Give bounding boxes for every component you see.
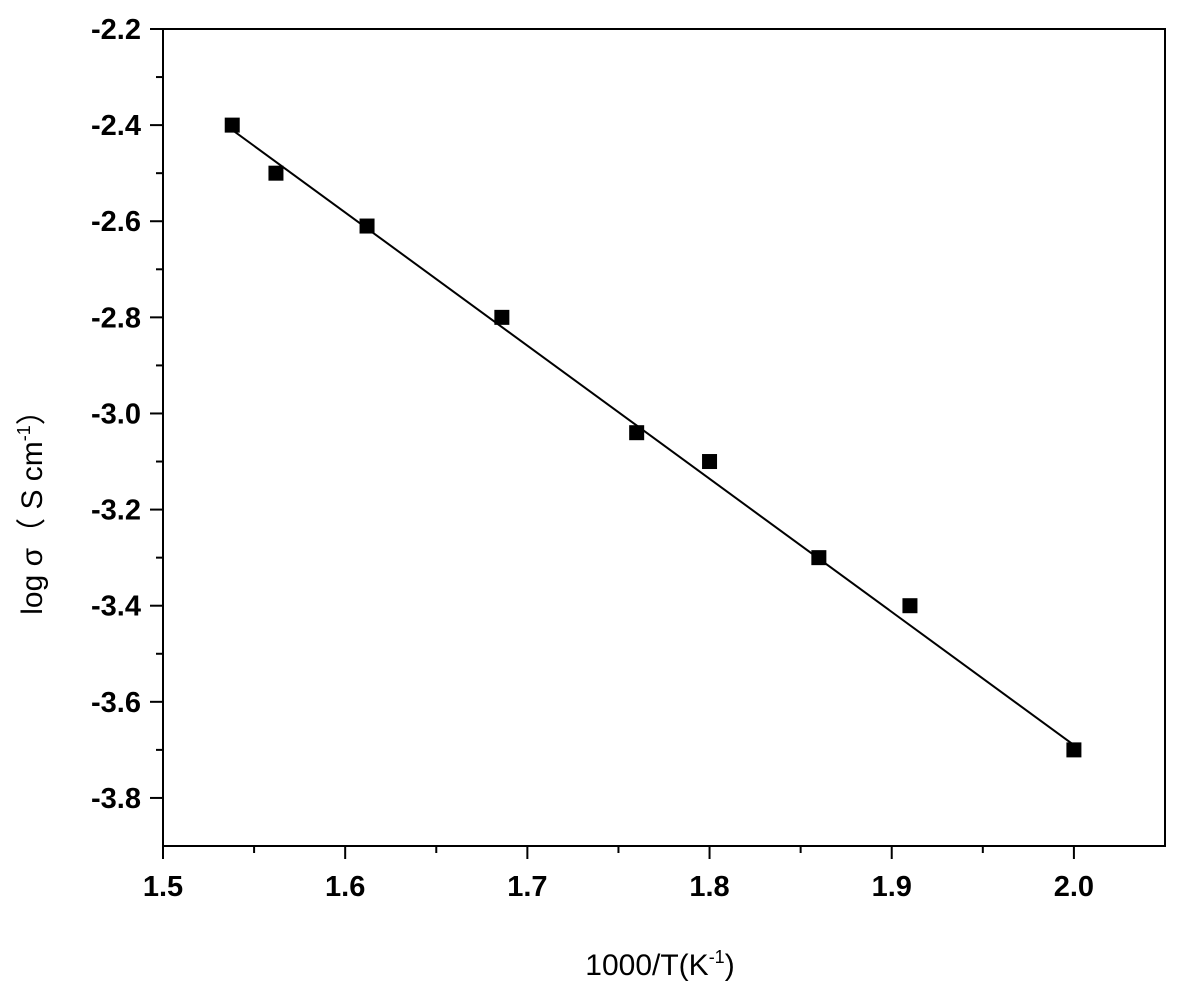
plot-frame xyxy=(162,28,1166,847)
y-axis-title: log σ（ S cm-1） xyxy=(14,395,49,615)
data-point xyxy=(811,550,827,566)
fit-line-layer xyxy=(231,129,1075,746)
y-tick-label: -2.8 xyxy=(91,302,141,334)
y-tick-label: -2.2 xyxy=(91,14,141,46)
x-axis-title-main: 1000/T(K xyxy=(585,949,708,982)
x-tick-label: 1.5 xyxy=(143,871,183,903)
y-axis: -2.2 -2.4 -2.6 -2.8 -3.0 -3.2 -3.4 -3.6 -3.8 xyxy=(91,14,163,815)
x-axis-title-superscript: -1 xyxy=(709,947,725,967)
y-axis-title-main: log σ（ S cm xyxy=(16,441,49,615)
x-axis-title: 1000/T(K-1) xyxy=(585,947,734,982)
x-axis: 1.5 1.6 1.7 1.8 1.9 2.0 xyxy=(143,846,1094,903)
x-tick-label: 1.9 xyxy=(872,871,912,903)
x-axis-title-suffix: ) xyxy=(725,949,735,982)
x-tick-label: 1.6 xyxy=(325,871,365,903)
data-point xyxy=(359,218,375,234)
x-tick-label: 2.0 xyxy=(1054,871,1094,903)
y-tick-label: -2.6 xyxy=(91,206,141,238)
data-point xyxy=(224,117,240,133)
y-tick-label: -2.4 xyxy=(91,110,141,142)
y-axis-title-superscript: -1 xyxy=(14,425,34,441)
y-tick-label: -3.4 xyxy=(91,591,141,623)
y-tick-label: -3.8 xyxy=(91,783,141,815)
data-point xyxy=(629,425,645,441)
data-point xyxy=(494,309,510,325)
x-tick-label: 1.8 xyxy=(689,871,729,903)
data-point xyxy=(1066,742,1082,758)
data-point xyxy=(268,165,284,181)
y-axis-title-suffix: ） xyxy=(16,395,49,425)
x-tick-label: 1.7 xyxy=(507,871,547,903)
data-point xyxy=(702,454,718,470)
data-markers xyxy=(224,117,1082,758)
fit-line xyxy=(231,129,1075,746)
data-point xyxy=(902,598,918,614)
y-tick-label: -3.2 xyxy=(91,495,141,527)
plot-area xyxy=(162,28,1166,847)
y-tick-label: -3.0 xyxy=(91,398,141,430)
y-tick-label: -3.6 xyxy=(91,687,141,719)
